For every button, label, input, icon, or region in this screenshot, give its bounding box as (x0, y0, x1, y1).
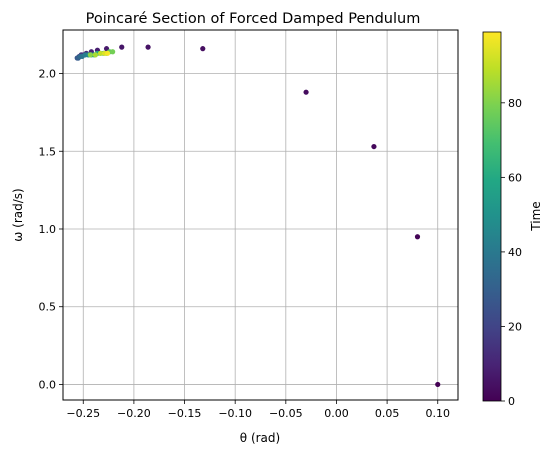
y-tick-label: 0.0 (39, 378, 57, 391)
y-axis-ticks: 0.0 0.5 1.0 1.5 2.0 (39, 68, 63, 391)
data-point (200, 46, 206, 52)
y-axis-label: ω (rad/s) (11, 188, 25, 241)
colorbar-tick-label: 60 (508, 171, 522, 184)
chart-title: Poincaré Section of Forced Damped Pendul… (86, 11, 421, 27)
data-point (303, 89, 309, 95)
data-point (414, 234, 421, 240)
data-point (104, 50, 111, 56)
x-tick-label: 0.00 (324, 407, 349, 420)
colorbar-tick-label: 0 (508, 395, 515, 408)
y-tick-label: 2.0 (39, 68, 57, 81)
data-point (435, 381, 441, 388)
plot-frame (62, 29, 459, 401)
x-tick-label: −0.10 (218, 407, 252, 420)
plot-area: −0.25 −0.20 −0.15 −0.10 −0.05 0.00 0.05 0.10 0.… (39, 29, 459, 420)
x-axis-ticks: −0.25 −0.20 −0.15 −0.10 −0.05 0.00 0.05 0.10 (66, 400, 450, 420)
data-point (145, 44, 151, 50)
grid-lines (63, 30, 458, 400)
data-point (92, 52, 99, 58)
x-tick-label: −0.25 (66, 407, 100, 420)
x-axis-label: θ (rad) (240, 431, 280, 445)
colorbar-ticks: 0 20 40 60 80 (501, 97, 522, 408)
y-tick-label: 1.0 (39, 223, 57, 236)
data-point (110, 49, 116, 55)
data-point (87, 52, 93, 58)
x-tick-label: 0.05 (375, 407, 400, 420)
colorbar-label: Time (529, 201, 543, 231)
x-tick-label: −0.05 (269, 407, 303, 420)
data-point (97, 50, 104, 56)
data-point (119, 44, 125, 50)
x-tick-label: −0.20 (117, 407, 151, 420)
colorbar-tick-label: 20 (508, 320, 522, 333)
data-point (371, 143, 377, 150)
x-tick-label: 0.10 (425, 407, 450, 420)
colorbar-tick-label: 80 (508, 97, 522, 110)
scatter-points (74, 44, 441, 388)
plot-background (63, 30, 458, 400)
y-tick-label: 0.5 (39, 301, 57, 314)
colorbar-gradient (482, 31, 502, 402)
x-tick-label: −0.15 (168, 407, 202, 420)
colorbar: 0 20 40 60 80 Time (482, 31, 543, 408)
colorbar-tick-label: 40 (508, 246, 522, 259)
y-tick-label: 1.5 (39, 145, 57, 158)
